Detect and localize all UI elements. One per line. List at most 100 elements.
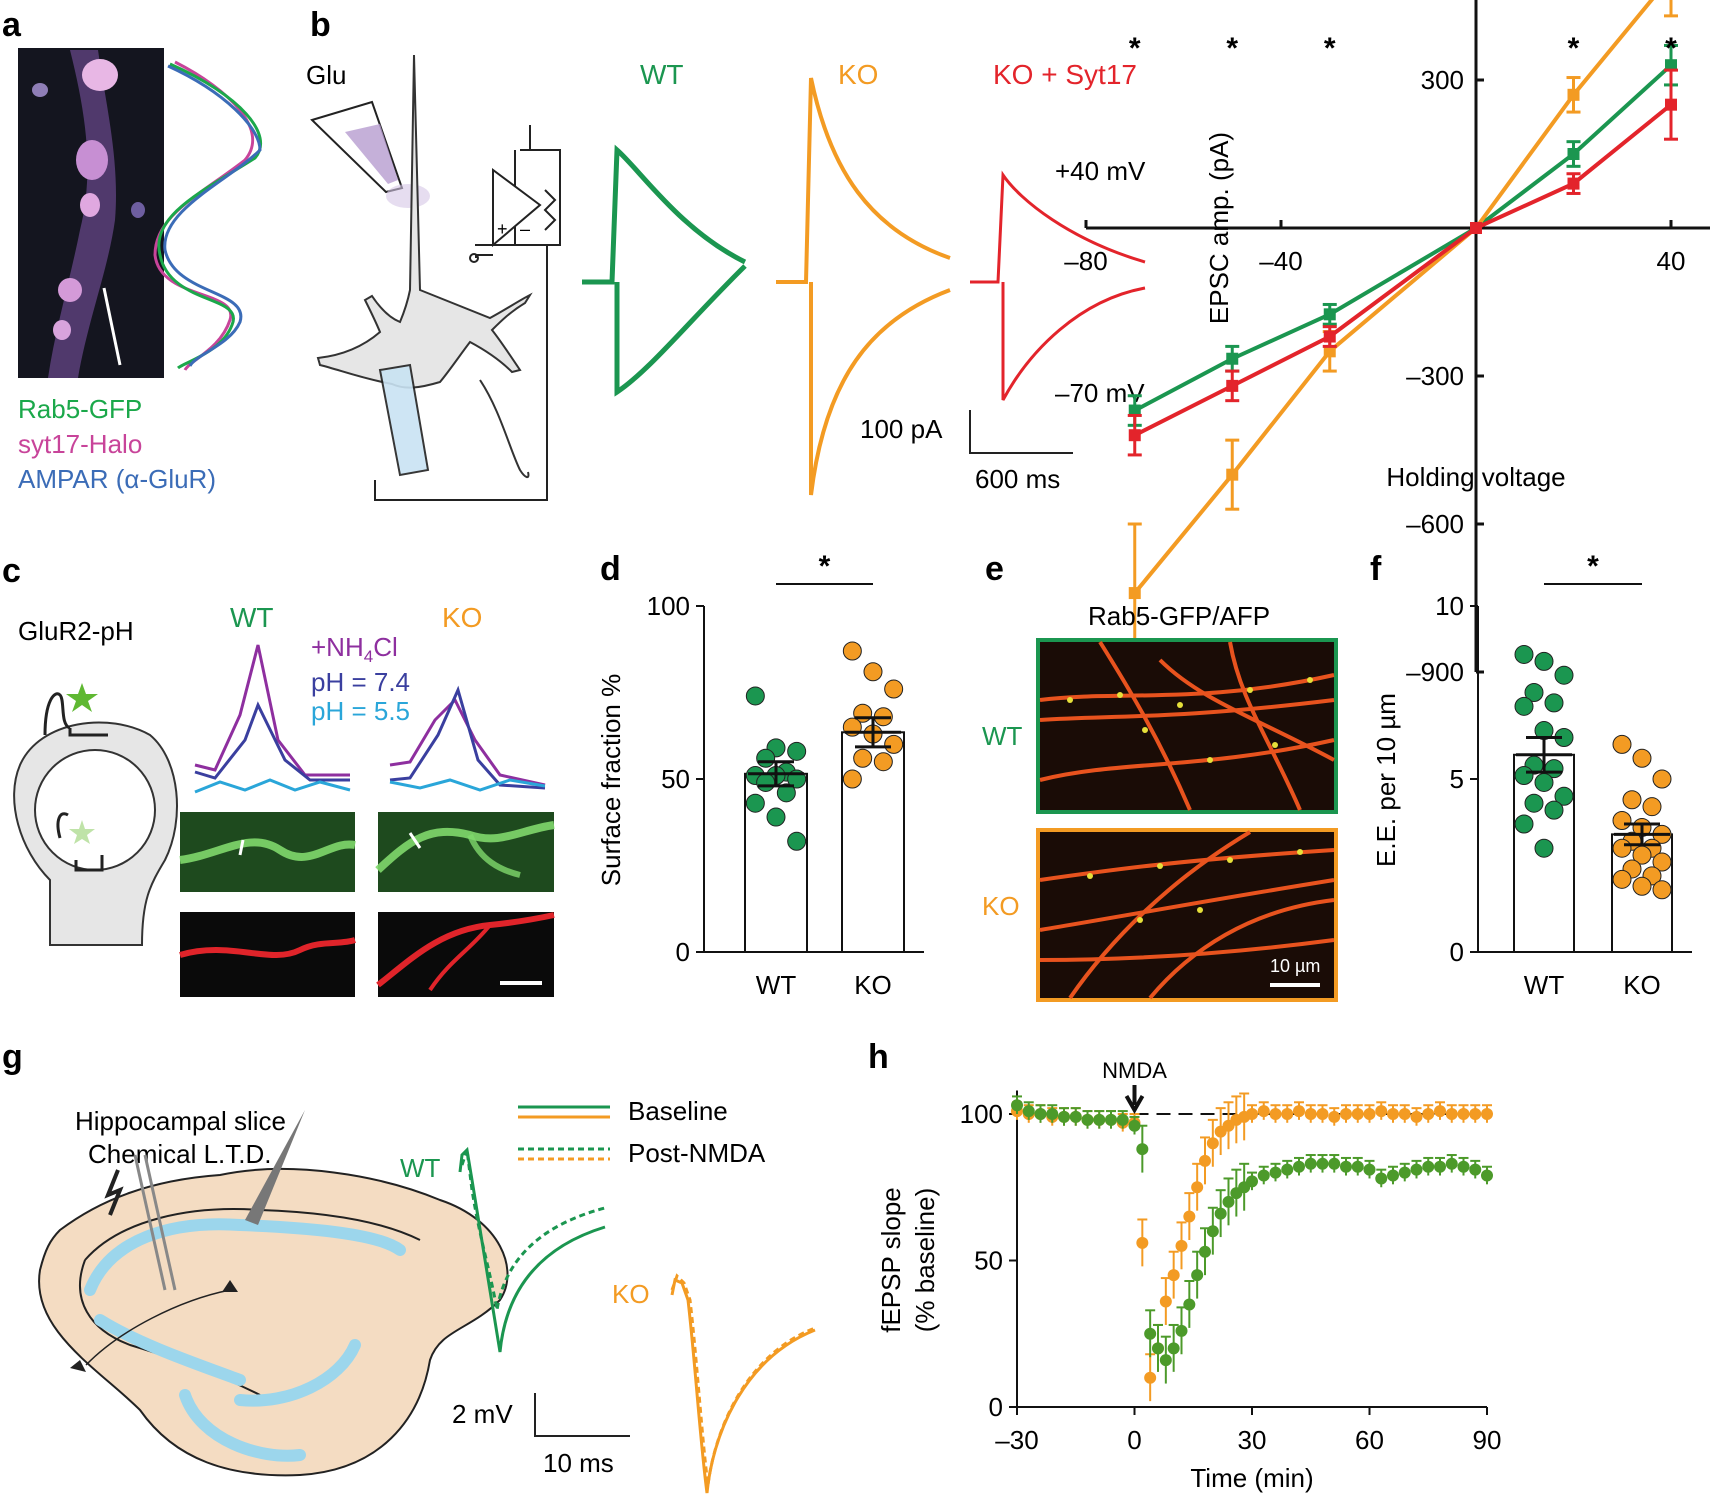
x-tick-label: 90: [1473, 1425, 1502, 1455]
data-point: [1328, 1110, 1341, 1123]
g-legend: Baseline Post-NMDA: [518, 1096, 766, 1168]
spine-schematic: [13, 683, 178, 946]
data-point: [873, 752, 893, 772]
data-point: [1351, 1160, 1364, 1173]
trace-label-ko: KO: [838, 59, 878, 90]
data-point: [1069, 1110, 1082, 1123]
data-point: [1081, 1113, 1094, 1126]
data-point: [1191, 1269, 1204, 1282]
y-tick-label: –900: [1406, 657, 1464, 687]
data-point: [1375, 1105, 1388, 1118]
panel-label-g: g: [2, 1038, 23, 1076]
data-point: [1422, 1160, 1435, 1173]
data-point: [1206, 1137, 1219, 1150]
data-point: [1191, 1181, 1204, 1194]
data-point: [1226, 379, 1239, 392]
data-point: [1144, 1327, 1157, 1340]
g-ko-label: KO: [612, 1279, 650, 1309]
e-ko-label: KO: [982, 891, 1020, 921]
legend-ampar: AMPAR (α-GluR): [18, 464, 216, 494]
data-point: [745, 793, 765, 813]
e-micrographs: 10 µm: [1036, 638, 1338, 1002]
significance-star: *: [1568, 32, 1580, 65]
data-point: [1514, 696, 1534, 716]
plus-sign: +: [497, 219, 508, 239]
g-title-1: Hippocampal slice: [75, 1106, 286, 1136]
x-tick-label: KO: [1623, 970, 1661, 1000]
data-point: [1410, 1163, 1423, 1176]
y-tick-label: 0: [1450, 937, 1464, 967]
x-tick-label: WT: [756, 970, 797, 1000]
e-title: Rab5-GFP/AFP: [1088, 601, 1270, 631]
data-point: [1375, 1172, 1388, 1185]
data-point: [1632, 876, 1652, 896]
panel-label-d: d: [600, 550, 621, 588]
series-line-ko-syt17: [1133, 103, 1673, 437]
data-point: [756, 772, 776, 792]
data-point: [1011, 1099, 1023, 1112]
data-point: [1199, 1245, 1211, 1258]
data-point: [1136, 1143, 1149, 1156]
data-point: [1652, 852, 1672, 872]
data-point: [1206, 1225, 1219, 1238]
y-axis-label: Surface fraction %: [596, 674, 626, 886]
ph74-label: pH = 7.4: [311, 667, 410, 697]
y-axis-label: fEPSP slope: [876, 1187, 906, 1333]
data-point: [842, 769, 862, 789]
data-point: [1034, 1108, 1047, 1120]
v-pos-label: +40 mV: [1055, 156, 1146, 186]
hippocampal-slice: [38, 1110, 509, 1477]
data-point: [1514, 644, 1534, 664]
data-point: [1214, 1207, 1227, 1220]
data-point: [1316, 1157, 1329, 1170]
epsc-traces: [582, 77, 1146, 496]
neuron-schematic: + –: [310, 54, 561, 501]
data-point: [1514, 766, 1534, 786]
data-point: [1567, 177, 1580, 190]
panel-label-c: c: [2, 552, 21, 590]
y-tick-label: 0: [676, 937, 690, 967]
data-point: [1612, 869, 1632, 889]
data-point: [1469, 1163, 1482, 1176]
data-point: [1257, 1169, 1270, 1182]
trace-label-rescue: KO + Syt17: [993, 59, 1137, 90]
data-point: [756, 748, 776, 768]
data-point: [1665, 98, 1677, 111]
x-tick-label: –40: [1259, 246, 1302, 276]
x-tick-label: KO: [854, 970, 892, 1000]
dendrite-image: [18, 48, 164, 378]
data-point: [1046, 1108, 1059, 1120]
data-point: [787, 831, 807, 851]
data-point: [1269, 1166, 1282, 1179]
data-point: [1199, 1154, 1211, 1167]
g-title-2: Chemical L.T.D.: [88, 1139, 272, 1169]
data-point: [766, 807, 786, 827]
series-line-ko: [1133, 0, 1655, 595]
data-point: [1434, 1105, 1446, 1118]
significance-star: *: [819, 550, 831, 583]
data-point: [1612, 811, 1632, 831]
data-point: [1632, 748, 1652, 768]
c-micrographs: [179, 812, 555, 997]
significance-star: *: [1129, 32, 1141, 65]
c-wt-label: WT: [230, 602, 274, 633]
data-point: [1128, 1119, 1141, 1132]
glu-label: Glu: [306, 60, 346, 90]
panel-label-h: h: [868, 1038, 889, 1076]
minus-sign: –: [520, 219, 530, 239]
data-point: [1470, 222, 1482, 234]
x-axis-label: Time (min): [1190, 1463, 1313, 1493]
significance-star: *: [1665, 32, 1677, 65]
significance-star: *: [1587, 550, 1599, 583]
data-point: [884, 679, 904, 699]
data-point: [1246, 1175, 1258, 1188]
data-point: [1058, 1110, 1070, 1123]
data-point: [1167, 1342, 1180, 1355]
ph55-label: pH = 5.5: [311, 696, 410, 726]
data-point: [1328, 1157, 1341, 1170]
x-tick-label: 60: [1355, 1425, 1384, 1455]
panel-label-a: a: [2, 6, 22, 44]
x-axis-label: Holding voltage: [1386, 462, 1565, 492]
legend-baseline: Baseline: [628, 1096, 728, 1126]
panel-label-f: f: [1370, 550, 1382, 588]
